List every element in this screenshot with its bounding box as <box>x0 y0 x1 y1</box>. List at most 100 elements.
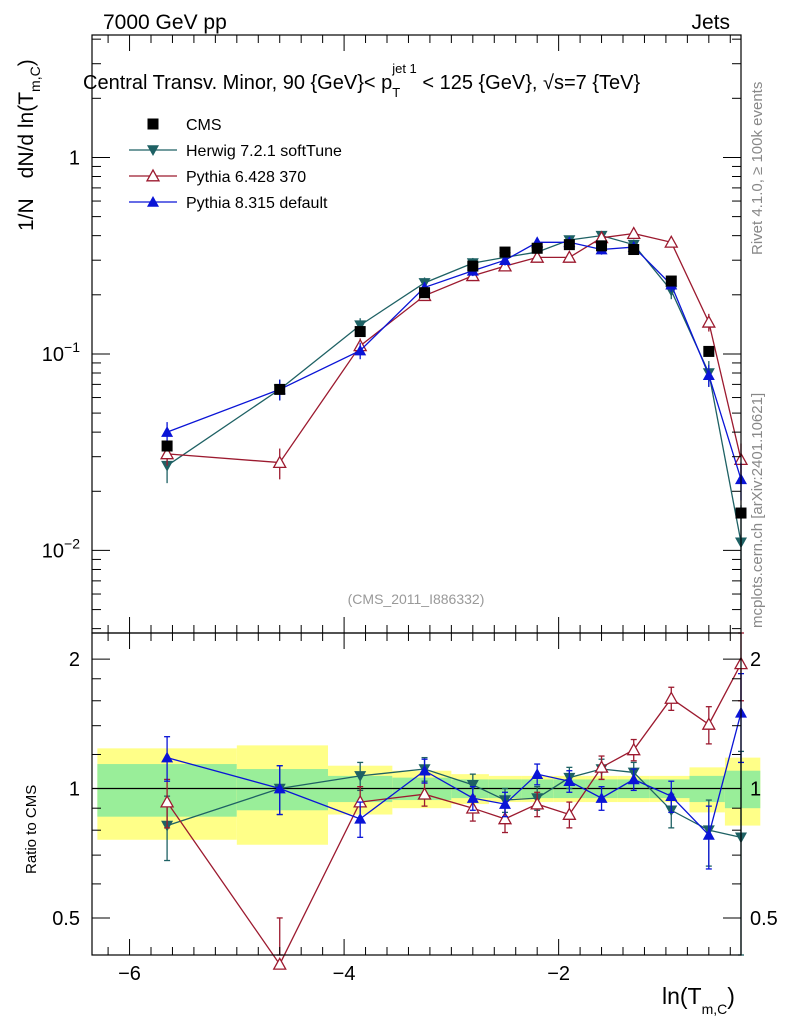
pythia8-ratio-point-7 <box>563 775 576 786</box>
pythia8-ratio-point-8 <box>595 792 608 803</box>
legend-marker-pythia6 <box>145 168 161 182</box>
pythia6-main-point-0 <box>159 446 175 460</box>
pythia6-ratio-point-9 <box>626 742 641 756</box>
pythia6-ratio-point-5 <box>497 811 513 825</box>
x-tick-label-1: −4 <box>333 963 356 985</box>
pythia8-ratio-point-9 <box>627 773 640 785</box>
herwig-ratio-point-4 <box>466 780 479 791</box>
pythia8-main-point-0 <box>161 426 174 437</box>
pythia6-ratio-point-11 <box>701 717 716 730</box>
pythia8-ratio-point-0 <box>161 751 174 763</box>
legend-item-cms: CMS <box>147 117 222 134</box>
legend-label-pythia8: Pythia 8.315 default <box>186 195 328 212</box>
herwig-main-line <box>166 234 742 543</box>
cms-main-point-1 <box>274 383 286 395</box>
plot-title-superscript: jet 1 <box>391 61 417 76</box>
pythia6-ratio-point-1 <box>272 956 287 970</box>
cms-main-point-10 <box>665 275 677 287</box>
pythia8-ratio-point-2 <box>354 812 367 824</box>
cms-main-point-8 <box>596 240 608 252</box>
y-tick-label-0: 1 <box>69 147 80 169</box>
plot-title-main: Central Transv. Minor, 90 {GeV}< p <box>83 72 392 94</box>
y-tick-label-exp-1: −1 <box>64 339 80 355</box>
legend-item-herwig: Herwig 7.2.1 softTune <box>129 143 342 160</box>
pythia6-main-point-10 <box>664 234 679 248</box>
ratio-tick-label-left-2: 2 <box>69 649 80 671</box>
pythia6-ratio-point-8 <box>594 760 609 773</box>
pythia6-ratio-point-7 <box>562 807 577 820</box>
ratio-tick-label-right-2: 2 <box>750 649 761 671</box>
ratio-tick-label-right-0: 0.5 <box>750 908 778 930</box>
pythia6-main-point-1 <box>272 455 287 469</box>
ratio-tick-label-left-1: 1 <box>69 779 80 801</box>
cms-main-point-6 <box>531 242 543 254</box>
y-tick-label-exp-2: −2 <box>64 535 80 551</box>
herwig-main-point-0 <box>161 460 174 472</box>
pythia6-ratio-point-3 <box>417 786 432 800</box>
pythia6-main-point-5 <box>497 258 513 272</box>
pythia8-ratio-point-5 <box>499 798 511 809</box>
x-axis-label-main: ln(T <box>662 983 702 1009</box>
ratio-tick-label-left-0: 0.5 <box>52 908 80 930</box>
cms-main-point-5 <box>499 246 511 258</box>
pythia6-ratio-point-10 <box>664 691 679 704</box>
y-tick-label-base-2: 10 <box>42 540 64 562</box>
y-axis-label-main: dN/d ln(T <box>15 92 38 179</box>
legend-marker-herwig <box>147 145 159 156</box>
energy-label: 7000 GeV pp <box>103 11 227 34</box>
ratio-frame <box>91 632 742 956</box>
pythia8-ratio-point-3 <box>418 764 431 776</box>
cms-main-point-0 <box>161 440 173 452</box>
legend-marker-pythia8 <box>147 196 159 207</box>
herwig-main-point-2 <box>354 320 367 332</box>
y-axis-label-tail: ) <box>15 59 38 66</box>
legend: CMS Herwig 7.2.1 softTune Pythia 6.428 370… <box>129 117 342 212</box>
pythia8-main-point-5 <box>499 254 511 265</box>
cms-main-point-2 <box>354 326 366 338</box>
y-tick-label-2: 10−2 <box>42 535 80 562</box>
y-axis-label-prefix: 1/N <box>15 198 38 231</box>
pythia6-main-point-11 <box>701 314 716 328</box>
plot-title: Central Transv. Minor, 90 {GeV}< pTjet 1… <box>83 61 640 100</box>
pythia8-ratio-point-10 <box>665 790 678 801</box>
cms-main-point-3 <box>419 287 431 299</box>
x-axis-label-tail: ) <box>727 983 735 1009</box>
pythia6-main-point-6 <box>530 250 545 263</box>
cms-main-point-4 <box>467 260 479 272</box>
pythia6-main-point-7 <box>562 250 577 263</box>
legend-marker-cms <box>147 118 159 130</box>
cms-main-point-11 <box>703 345 715 357</box>
plot-frames <box>91 34 742 956</box>
y-axis-label-subscript: m,C <box>27 66 43 92</box>
x-axis-label: ln(Tm,C) <box>662 983 735 1017</box>
side-label-rivet: Rivet 4.1.0, ≥ 100k events <box>749 82 766 255</box>
pythia8-ratio-point-11 <box>702 828 715 840</box>
legend-item-pythia6: Pythia 6.428 370 <box>129 168 306 186</box>
plot-title-subscript: T <box>392 85 400 100</box>
y-tick-label-base-1: 10 <box>42 344 64 366</box>
x-axis-label-subscript: m,C <box>702 1001 728 1017</box>
pythia8-ratio-point-1 <box>273 782 286 794</box>
legend-label-cms: CMS <box>186 117 222 134</box>
process-label: Jets <box>691 11 730 34</box>
y-tick-label-1: 10−1 <box>42 339 80 366</box>
pythia6-ratio-point-0 <box>159 794 175 808</box>
ratio-y-axis-label: Ratio to CMS <box>23 785 40 874</box>
herwig-ratio-point-2 <box>354 771 367 782</box>
pythia6-ratio-point-6 <box>530 796 545 810</box>
pythia8-ratio-point-6 <box>531 768 544 779</box>
pythia6-main-point-9 <box>626 226 641 239</box>
x-tick-label-2: −2 <box>547 963 570 985</box>
cms-main-point-7 <box>563 239 575 251</box>
x-tick-label-0: −6 <box>118 963 141 985</box>
band-inner-12 <box>724 770 761 809</box>
pythia8-ratio-point-4 <box>466 792 479 803</box>
y-axis-label: 1/N dN/d ln(Tm,C) <box>15 59 43 231</box>
plot-title-tail: < 125 {GeV}, √s=7 {TeV} <box>417 72 641 94</box>
watermark-analysis-id: (CMS_2011_I886332) <box>348 591 485 607</box>
legend-label-pythia6: Pythia 6.428 370 <box>186 169 306 186</box>
cms-main-point-9 <box>628 244 640 256</box>
side-label-mcplots: mcplots.cern.ch [arXiv:2401.10621] <box>749 393 766 628</box>
